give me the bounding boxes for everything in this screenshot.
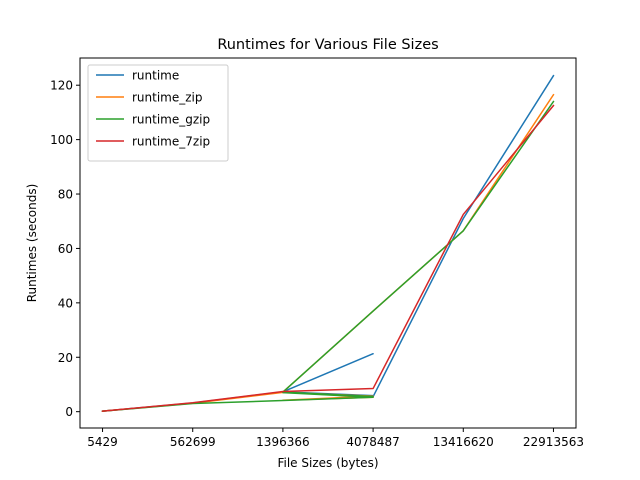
legend-label-runtime_gzip: runtime_gzip	[132, 113, 210, 127]
y-tick-label: 60	[58, 242, 73, 256]
legend-box	[87, 64, 229, 162]
y-tick-label: 120	[50, 79, 73, 93]
legend: runtime runtime_zip runtime_gzip runtime_7z…	[87, 64, 229, 162]
series-line-runtime_7zip	[101, 104, 555, 412]
series-line-runtime_gzip	[101, 100, 555, 412]
legend-label-runtime_zip: runtime_zip	[132, 91, 203, 105]
x-tick-label: 5429	[87, 435, 118, 449]
legend-label-runtime: runtime	[132, 69, 179, 83]
x-axis: 5429 562699 1396366 4078487 13416620 22913563	[87, 428, 584, 449]
x-tick-label: 562699	[170, 435, 216, 449]
x-tick-label: 1396366	[256, 435, 309, 449]
y-tick-label: 100	[50, 133, 73, 147]
x-tick-label: 4078487	[346, 435, 399, 449]
x-tick-label: 22913563	[523, 435, 584, 449]
y-axis: 0 20 40 60 80 100 120	[50, 79, 80, 419]
plot-frame	[79, 57, 577, 429]
x-tick-label: 13416620	[433, 435, 494, 449]
chart-title: Runtimes for Various File Sizes	[217, 37, 438, 53]
y-tick-label: 40	[58, 296, 73, 310]
series-layer	[101, 74, 555, 412]
y-tick-label: 20	[58, 351, 73, 365]
y-tick-label: 80	[58, 188, 73, 202]
y-tick-label: 0	[65, 405, 73, 419]
y-axis-label: Runtimes (seconds)	[25, 184, 39, 303]
legend-label-runtime_7zip: runtime_7zip	[132, 135, 210, 149]
x-axis-label: File Sizes (bytes)	[277, 456, 378, 470]
